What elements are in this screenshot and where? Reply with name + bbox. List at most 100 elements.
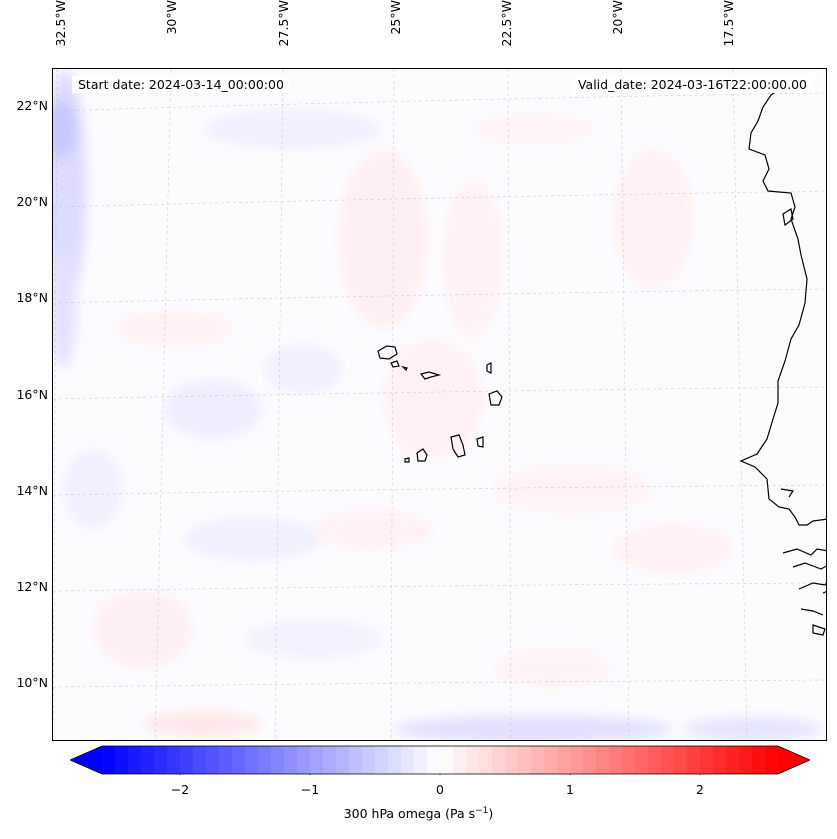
colorbar-segment <box>648 746 662 774</box>
island-santa-luzia <box>401 365 408 372</box>
colorbar-segment <box>258 746 272 774</box>
colorbar-label-suffix: ) <box>488 806 494 822</box>
colorbar-segment <box>700 746 714 774</box>
island-maio <box>476 436 484 448</box>
colorbar-segment <box>401 746 415 774</box>
colorbar-segment <box>557 746 571 774</box>
map-canvas <box>53 69 826 740</box>
colorbar-segment <box>544 746 558 774</box>
colorbar-segment <box>453 746 467 774</box>
island-fogo <box>416 448 428 462</box>
lon-label-25w: 25°W <box>388 0 403 35</box>
colorbar-segment <box>362 746 376 774</box>
colorbar-segment <box>687 746 701 774</box>
colorbar-segment <box>323 746 337 774</box>
gridlines <box>53 69 826 740</box>
lon-label-30w: 30°W <box>164 0 179 35</box>
colorbar-segment <box>310 746 324 774</box>
colorbar-segment <box>141 746 155 774</box>
colorbar-extend-max <box>778 746 810 774</box>
lon-label-20w: 20°W <box>610 0 625 35</box>
lat-label-14n: 14°N <box>16 483 48 498</box>
colorbar-segment <box>271 746 285 774</box>
island-santo-antao <box>377 345 398 360</box>
colorbar-segment <box>739 746 753 774</box>
lon-label-17-5w: 17.5°W <box>721 0 736 47</box>
lon-label-32-5w: 32.5°W <box>53 0 68 47</box>
colorbar-segment <box>752 746 766 774</box>
lat-label-10n: 10°N <box>16 675 48 690</box>
colorbar-extend-min <box>70 746 102 774</box>
colorbar-segment <box>427 746 441 774</box>
colorbar-segment <box>284 746 298 774</box>
colorbar-tick-label-m1: −1 <box>300 782 320 797</box>
colorbar-tick-label-m2: −2 <box>170 782 190 797</box>
colorbar-segment <box>440 746 454 774</box>
colorbar-ticks <box>179 774 701 775</box>
lat-label-12n: 12°N <box>16 579 48 594</box>
colorbar-segment <box>713 746 727 774</box>
island-brava <box>404 457 410 463</box>
lat-label-16n: 16°N <box>16 387 48 402</box>
colorbar-segment <box>479 746 493 774</box>
lat-label-22n: 22°N <box>16 98 48 113</box>
colorbar-segment <box>193 746 207 774</box>
colorbar-segment <box>180 746 194 774</box>
colorbar-segment <box>492 746 506 774</box>
colorbar-segment <box>206 746 220 774</box>
colorbar-segment <box>388 746 402 774</box>
colorbar-outline <box>70 745 810 775</box>
island-sao-nicolau <box>419 371 442 380</box>
colorbar-segments <box>102 746 779 774</box>
colorbar-segment <box>336 746 350 774</box>
cape-verde-islands <box>377 345 503 463</box>
colorbar-segment <box>219 746 233 774</box>
start-date-label: Start date: 2024-03-14_00:00:00 <box>72 76 290 93</box>
lon-label-22-5w: 22.5°W <box>499 0 514 47</box>
colorbar-segment <box>167 746 181 774</box>
colorbar-segment <box>596 746 610 774</box>
colorbar-tick-label-2: 2 <box>696 782 704 797</box>
lat-label-20n: 20°N <box>16 194 48 209</box>
colorbar-segment <box>674 746 688 774</box>
colorbar-segment <box>531 746 545 774</box>
colorbar-tick-label-1: 1 <box>566 782 574 797</box>
colorbar-segment <box>349 746 363 774</box>
colorbar-label: 300 hPa omega (Pa s−1) <box>0 806 837 821</box>
island-boa-vista <box>488 390 503 406</box>
lon-label-27-5w: 27.5°W <box>276 0 291 47</box>
valid-date-label: Valid_date: 2024-03-16T22:00:00.00 <box>571 76 813 93</box>
colorbar-segment <box>115 746 129 774</box>
colorbar-segment <box>635 746 649 774</box>
colorbar-tick-label-0: 0 <box>436 782 444 797</box>
coastline-west-africa <box>739 84 826 526</box>
island-sao-vicente <box>390 360 400 368</box>
coastline <box>739 84 826 636</box>
colorbar-segment <box>466 746 480 774</box>
colorbar-segment <box>609 746 623 774</box>
colorbar-segment <box>726 746 740 774</box>
lat-label-18n: 18°N <box>16 290 48 305</box>
colorbar-segment <box>102 746 116 774</box>
colorbar-segment <box>570 746 584 774</box>
colorbar-segment <box>518 746 532 774</box>
map-panel <box>52 68 827 741</box>
island-santiago <box>450 434 466 458</box>
colorbar-segment <box>245 746 259 774</box>
colorbar-segment <box>375 746 389 774</box>
island-sal <box>486 362 492 374</box>
omega-field <box>53 69 826 740</box>
colorbar-segment <box>505 746 519 774</box>
colorbar-segment <box>622 746 636 774</box>
colorbar <box>70 745 810 775</box>
colorbar-segment <box>765 746 779 774</box>
colorbar-segment <box>154 746 168 774</box>
colorbar-label-exponent: −1 <box>475 806 489 816</box>
colorbar-label-prefix: 300 hPa omega (Pa s <box>343 806 476 822</box>
colorbar-segment <box>661 746 675 774</box>
colorbar-segment <box>232 746 246 774</box>
colorbar-segment <box>414 746 428 774</box>
colorbar-segment <box>128 746 142 774</box>
colorbar-segment <box>297 746 311 774</box>
colorbar-segment <box>583 746 597 774</box>
